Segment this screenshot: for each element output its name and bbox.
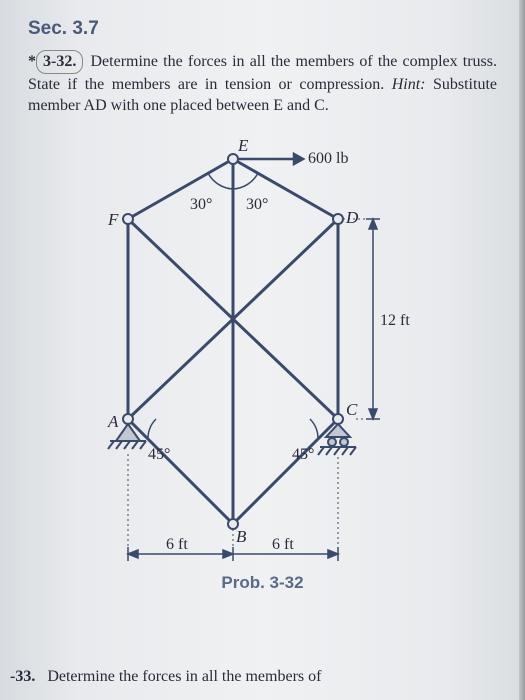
next-problem-number: -33. [10,668,35,685]
node-d-label: D [345,208,359,227]
node-b-label: B [236,527,247,546]
problem-asterisk: * [28,53,36,70]
node-f-label: F [107,210,119,229]
node-c-label: C [346,400,358,419]
width-right-label: 6 ft [272,536,294,553]
width-left-label: 6 ft [166,536,188,553]
page-edge-shadow [519,0,525,700]
height-label: 12 ft [380,312,410,329]
node-a-label: A [107,412,119,431]
truss-diagram: A B C D E F 600 lb 30° 30° 45° 45° 12 ft… [78,129,448,569]
section-header: Sec. 3.7 [28,18,497,40]
load-label: 600 lb [308,150,348,167]
figure-area: A B C D E F 600 lb 30° 30° 45° 45° 12 ft… [28,129,497,569]
problem-statement: *3-32. Determine the forces in all the m… [28,50,497,117]
angle-bot-left: 45° [148,446,170,463]
next-problem-partial: -33. Determine the forces in all the mem… [0,667,525,688]
next-problem-text: Determine the forces in all the members … [47,668,321,685]
hint-label: Hint: [392,76,426,93]
figure-caption: Prob. 3-32 [28,573,497,593]
problem-number: 3-32. [36,50,83,74]
node-e-label: E [237,136,249,155]
angle-top-left: 30° [190,196,212,213]
angle-top-right: 30° [246,196,268,213]
angle-bot-right: 45° [292,446,314,463]
